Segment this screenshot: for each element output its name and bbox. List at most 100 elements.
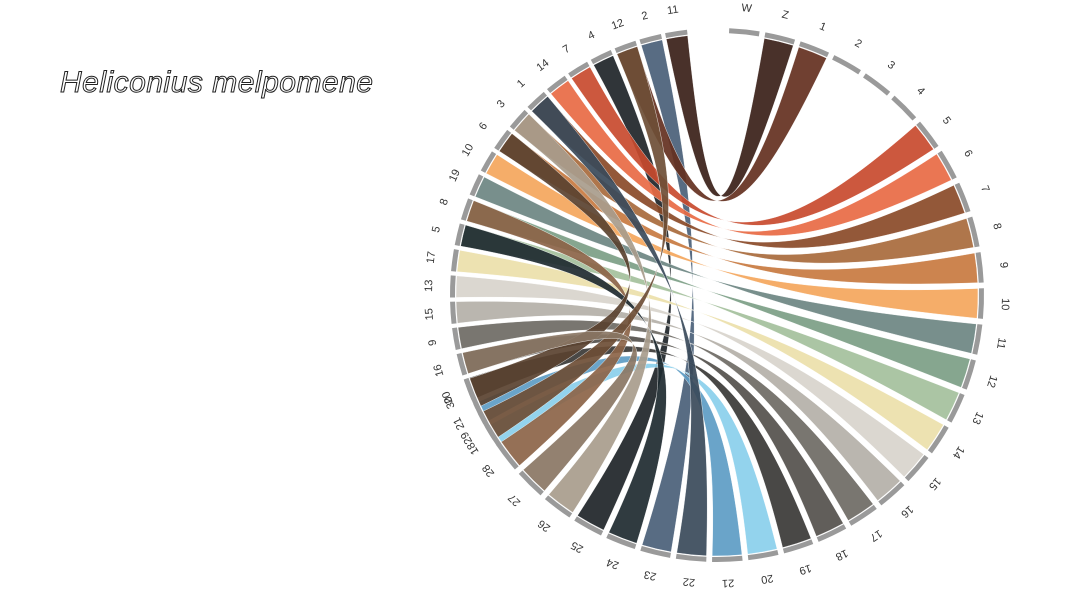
chromosome-block [527, 91, 548, 111]
chromosome-block [473, 402, 488, 424]
chromosome-label: 7 [561, 43, 572, 56]
chromosome-block [640, 545, 671, 558]
chromosome-label: 21 [722, 577, 735, 589]
synteny-ribbon [462, 331, 638, 492]
chromosome-label: 19 [447, 168, 463, 184]
chromosome-block [568, 61, 590, 78]
chromosome-block [574, 516, 604, 536]
chromosome-label: 29 [459, 429, 475, 446]
chromosome-block [480, 151, 497, 173]
chromosome-label: 13 [423, 279, 435, 292]
chromosome-label: 5 [940, 115, 953, 127]
chromosome-label: 9 [427, 339, 440, 347]
synteny-ribbon [531, 96, 708, 556]
figure-title: Heliconius melpomene [60, 66, 374, 100]
chromosome-label: 14 [535, 57, 552, 74]
chromosome-label: 8 [990, 222, 1003, 231]
chromosome-block [496, 442, 519, 470]
synteny-ribbon [455, 275, 925, 478]
chromosome-label: 12 [984, 374, 999, 389]
chromosome-label: 23 [643, 568, 658, 583]
chromosome-label: 20 [440, 390, 456, 406]
chromosome-label: 21 [451, 415, 467, 431]
chromosome-block [728, 28, 760, 37]
chromosome-label: 17 [867, 527, 884, 544]
chromosome-label: 12 [610, 17, 626, 32]
chromosome-block [454, 223, 465, 246]
chromosome-label: 15 [423, 308, 436, 321]
chromosome-label: 2 [853, 37, 864, 50]
chromosome-block [450, 275, 456, 298]
chromosome-block [546, 75, 568, 93]
chromosome-block [916, 121, 939, 149]
chromosome-label: 3 [495, 98, 508, 111]
chromosome-block [904, 454, 929, 482]
chromosome-label: 5 [430, 225, 443, 234]
chromosome-label: 25 [569, 539, 586, 555]
chromosome-label: 4 [914, 85, 927, 98]
chromosome-block [452, 327, 461, 350]
chromosome-block [947, 393, 965, 423]
chromosome-label: 2 [640, 10, 649, 23]
chromosome-block [747, 549, 779, 561]
synteny-ribbon [485, 154, 979, 319]
chromosome-label: 22 [682, 575, 695, 588]
chromosome-label: 24 [605, 556, 621, 572]
chromosome-block [460, 198, 473, 221]
chromosome-block [764, 32, 796, 45]
chromosome-label: 20 [760, 572, 774, 586]
chromosome-block [712, 555, 743, 562]
chromosome-label: 10 [999, 298, 1011, 311]
chromosome-label: 6 [477, 120, 490, 132]
synteny-ribbon [514, 113, 652, 513]
chromosome-label: 1 [818, 20, 828, 33]
chromosome-block [967, 216, 980, 248]
chromosome-block [975, 252, 984, 283]
chromosome-block [456, 352, 468, 376]
chromosome-block [606, 533, 637, 550]
chromosome-label: 16 [898, 503, 915, 520]
chromosome-block [463, 377, 477, 401]
synteny-ribbon [460, 224, 667, 544]
synteny-ribbon [455, 301, 901, 501]
chromosome-block [451, 249, 459, 272]
chromosome-block [639, 33, 662, 45]
chromosome-label: 7 [978, 184, 991, 194]
chromosome-label: 26 [536, 517, 553, 534]
chromosome-block [832, 55, 861, 75]
chromosome-block [494, 129, 512, 151]
chromosome-block [816, 524, 847, 542]
chromosome-label: 10 [460, 142, 477, 159]
chromosome-label: 19 [798, 562, 813, 577]
chromosome-block [518, 470, 544, 496]
chromosome-label: 14 [950, 444, 967, 461]
chromosome-block [937, 150, 957, 180]
chromosome-block [977, 288, 984, 319]
chromosome-block [927, 425, 949, 454]
chromosome-label: 18 [465, 440, 482, 457]
chromosome-block [485, 425, 502, 447]
chromosome-label: 13 [969, 410, 985, 426]
chromosome-block [509, 109, 529, 130]
chromosome-block [614, 40, 637, 54]
chromosome-label: 28 [480, 462, 497, 479]
chromosome-block [954, 182, 971, 213]
chromosome-label: W [741, 2, 753, 15]
chromosome-block [544, 495, 573, 518]
chromosome-label: 18 [834, 547, 850, 563]
chromosome-block [665, 29, 688, 39]
chromosome-label: 15 [926, 475, 943, 492]
chromosome-label: 11 [666, 4, 679, 18]
chromosome-block [891, 95, 917, 121]
chromosome-label: 11 [994, 337, 1008, 350]
synteny-ribbon [457, 319, 874, 521]
chromosome-label: 27 [506, 491, 523, 508]
chromosome-label: 3 [885, 59, 897, 72]
chromosome-label: 4 [586, 29, 597, 42]
synteny-ribbon [666, 35, 794, 198]
synteny-ribbon [466, 200, 632, 466]
chromosome-block [450, 301, 457, 324]
chromosome-block [962, 359, 976, 390]
